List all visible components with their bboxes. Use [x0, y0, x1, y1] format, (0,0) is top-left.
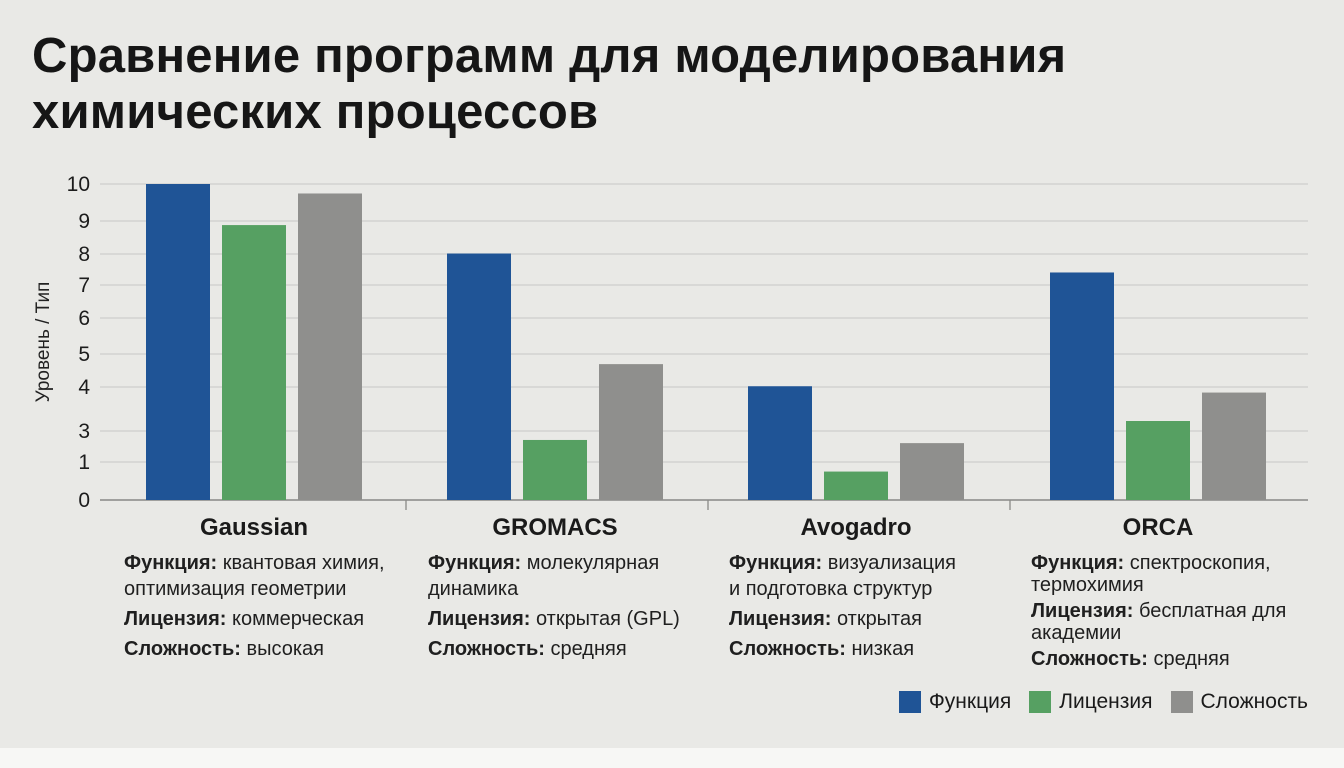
bar-Лицензия-ORCA [1126, 421, 1190, 500]
function-text: и подготовка структур [729, 578, 933, 600]
complexity-label: Сложность: [124, 638, 241, 660]
function-text: термохимия [1031, 574, 1144, 596]
bar-Лицензия-GROMACS [523, 439, 587, 500]
chart-title-line-2: химических процессов [32, 85, 599, 139]
complexity-text: средняя [550, 638, 627, 660]
legend-item-function: Функция [898, 690, 1012, 714]
y-tick-label: 6 [78, 307, 90, 330]
legend-swatch-complexity [1170, 691, 1193, 713]
y-tick-label: 4 [78, 376, 90, 399]
function-label: Функция: [428, 552, 522, 574]
legend-swatch-function [898, 691, 921, 713]
function-text: оптимизация геометрии [124, 578, 347, 600]
chart-legend: Функция Лицензия Сложность [881, 690, 1308, 714]
function-label: Функция: [729, 552, 823, 574]
legend-swatch-license [1029, 691, 1052, 713]
license-text: академии [1031, 622, 1122, 644]
x-tick-label: ORCA [1123, 514, 1194, 541]
license-text: бесплатная для [1138, 600, 1287, 622]
license-text: открытая (GPL) [535, 608, 680, 630]
x-tick-label: GROMACS [492, 514, 617, 541]
x-tick-label: Avogadro [800, 514, 911, 541]
y-tick-label: 10 [67, 173, 90, 196]
license-label: Лицензия: [1031, 600, 1134, 622]
bar-Сложность-GROMACS [599, 364, 663, 500]
function-text: молекулярная [526, 552, 660, 574]
chart-title-line-1: Сравнение программ для моделирования [32, 29, 1067, 83]
license-label: Лицензия: [729, 608, 832, 630]
complexity-text: средняя [1153, 648, 1230, 670]
bar-Функция-Avogadro [748, 386, 812, 500]
legend-label-complexity: Сложность [1200, 690, 1308, 713]
legend-item-license: Лицензия [1029, 690, 1153, 714]
function-text: спектроскопия, [1129, 552, 1271, 574]
y-tick-label: 7 [78, 274, 90, 297]
y-tick-label: 1 [78, 451, 90, 474]
y-tick-label: 9 [78, 210, 90, 233]
function-text: динамика [428, 578, 519, 600]
license-text: открытая [836, 608, 922, 630]
legend-label-function: Функция [928, 690, 1012, 713]
complexity-label: Сложность: [1031, 648, 1148, 670]
category-info-3: Функция: спектроскопия, термохимия Лицен… [1031, 548, 1286, 674]
x-tick-label: Gaussian [200, 514, 308, 541]
bar-Лицензия-Avogadro [824, 471, 888, 500]
complexity-text: высокая [246, 638, 325, 660]
bar-Сложность-Gaussian [298, 193, 362, 501]
bar-Функция-Gaussian [146, 184, 210, 500]
bar-Функция-GROMACS [447, 253, 511, 500]
bar-Сложность-ORCA [1202, 392, 1266, 500]
complexity-label: Сложность: [428, 638, 545, 660]
bar-Лицензия-Gaussian [222, 225, 286, 500]
category-info-0: Функция: квантовая химия, оптимизация ге… [124, 548, 385, 664]
y-tick-label: 3 [78, 420, 90, 443]
legend-item-complexity: Сложность [1170, 690, 1308, 714]
category-info-2: Функция: визуализация и подготовка струк… [729, 548, 956, 664]
license-text: коммерческая [231, 608, 365, 630]
bottom-strip [0, 748, 1344, 768]
license-label: Лицензия: [428, 608, 531, 630]
bar-Сложность-Avogadro [900, 443, 964, 500]
function-text: визуализация [827, 552, 956, 574]
category-info-1: Функция: молекулярная динамика Лицензия:… [428, 548, 680, 664]
legend-label-license: Лицензия [1059, 690, 1153, 713]
bar-Функция-ORCA [1050, 272, 1114, 500]
chart-title: Сравнение программ для моделирования хим… [32, 28, 1066, 140]
function-label: Функция: [1031, 552, 1125, 574]
y-tick-label: 5 [78, 343, 90, 366]
license-label: Лицензия: [124, 608, 227, 630]
complexity-label: Сложность: [729, 638, 846, 660]
function-text: квантовая химия, [222, 552, 385, 574]
function-label: Функция: [124, 552, 218, 574]
y-tick-label: 0 [78, 489, 90, 512]
complexity-text: низкая [851, 638, 915, 660]
y-tick-label: 8 [78, 243, 90, 266]
